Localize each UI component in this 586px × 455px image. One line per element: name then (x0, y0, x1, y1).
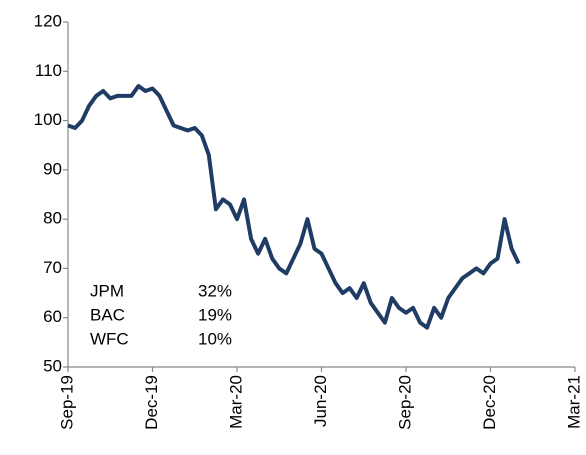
y-tick-label: 60 (43, 307, 62, 326)
x-tick-label: Jun-20 (311, 375, 330, 427)
annotation-value: 32% (198, 281, 232, 300)
x-tick-label: Sep-19 (57, 375, 76, 430)
x-tick-label: Dec-19 (142, 375, 161, 430)
x-tick-label: Mar-20 (226, 375, 245, 429)
y-tick-label: 50 (43, 356, 62, 375)
annotation-value: 19% (198, 305, 232, 324)
annotation-value: 10% (198, 329, 232, 348)
series-line (67, 84, 521, 330)
x-tick-label: Dec-20 (480, 375, 499, 430)
y-tick-label: 110 (35, 61, 62, 80)
y-tick-label: 70 (43, 258, 62, 277)
y-tick-label: 120 (34, 11, 62, 30)
annotation-name: JPM (90, 281, 124, 300)
y-tick-label: 90 (43, 159, 62, 178)
annotation-name: WFC (90, 329, 129, 348)
annotation-name: BAC (90, 305, 125, 324)
x-tick-label: Sep-20 (395, 375, 414, 430)
y-tick-label: 80 (43, 209, 62, 228)
y-tick-label: 100 (34, 110, 62, 129)
x-tick-label: Mar-21 (564, 375, 583, 429)
